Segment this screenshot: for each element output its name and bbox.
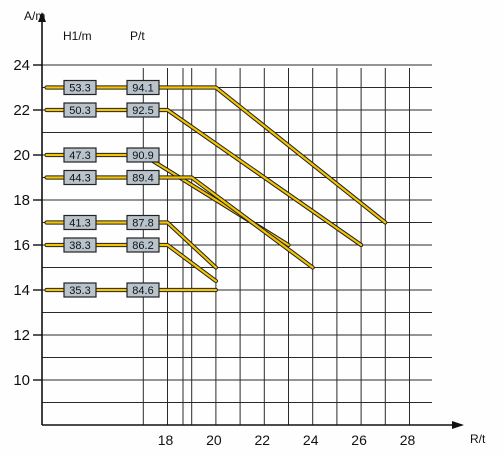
y-tick-label: 20	[13, 147, 30, 164]
h1-column-header: H1/m	[63, 29, 92, 43]
h1-value-box	[63, 147, 97, 163]
y-tick-label: 12	[13, 327, 30, 344]
value-boxes: 53.3 94.1 50.3 92.5 47.3 90.9 44.3 89.4 41.3 87.8…	[63, 79, 160, 298]
y-axis-label: A/m	[24, 9, 45, 23]
y-tick-label: 22	[13, 102, 30, 119]
p-value-label: 92.5	[132, 105, 153, 117]
h1-value-box	[63, 237, 97, 253]
h1-value-box	[63, 214, 97, 231]
x-axis-label: R/t	[470, 432, 486, 446]
y-tick-label: 18	[13, 192, 30, 209]
x-tick-label: 20	[206, 432, 222, 448]
p-value-box	[126, 102, 160, 118]
x-tick-labels: 18 20 22 24 26 28	[158, 432, 416, 448]
p-value-box	[126, 282, 160, 298]
p-column-header: P/t	[130, 29, 145, 43]
p-value-label: 94.1	[132, 83, 153, 95]
y-tick-label: 14	[13, 282, 30, 299]
p-value-box	[126, 169, 160, 186]
p-value-label: 90.9	[132, 150, 153, 162]
p-value-box	[126, 147, 160, 163]
chart-axes	[38, 12, 464, 429]
p-value-box	[126, 79, 160, 96]
y-tick-labels: 24 22 20 18 16 14 12 10	[13, 57, 42, 389]
x-tick-label: 26	[351, 432, 367, 448]
x-tick-label: 18	[158, 432, 174, 448]
y-tick-label: 16	[13, 237, 30, 254]
p-value-box	[126, 237, 160, 253]
h1-value-box	[63, 102, 97, 118]
h1-value-label: 53.3	[69, 83, 90, 95]
h1-value-label: 44.3	[69, 173, 90, 185]
h1-value-label: 38.3	[69, 240, 90, 252]
p-value-label: 84.6	[132, 285, 153, 297]
series-line-1	[45, 86, 387, 224]
p-value-label: 86.2	[132, 240, 153, 252]
y-axis-arrow	[38, 12, 46, 22]
h1-value-box	[63, 169, 97, 186]
x-axis-arrow	[452, 421, 464, 429]
x-tick-label: 22	[255, 432, 271, 448]
p-value-box	[126, 214, 160, 231]
h1-value-label: 41.3	[69, 218, 90, 230]
h1-value-label: 50.3	[69, 105, 90, 117]
p-value-label: 89.4	[132, 173, 153, 185]
y-tick-label: 10	[13, 372, 30, 389]
h1-value-label: 47.3	[69, 150, 90, 162]
y-tick-label: 24	[13, 57, 30, 74]
h1-value-label: 35.3	[69, 285, 90, 297]
p-value-label: 87.8	[132, 218, 153, 230]
h1-value-box	[63, 79, 97, 96]
x-tick-label: 24	[303, 432, 319, 448]
h1-value-box	[63, 282, 97, 298]
x-tick-label: 28	[400, 432, 416, 448]
